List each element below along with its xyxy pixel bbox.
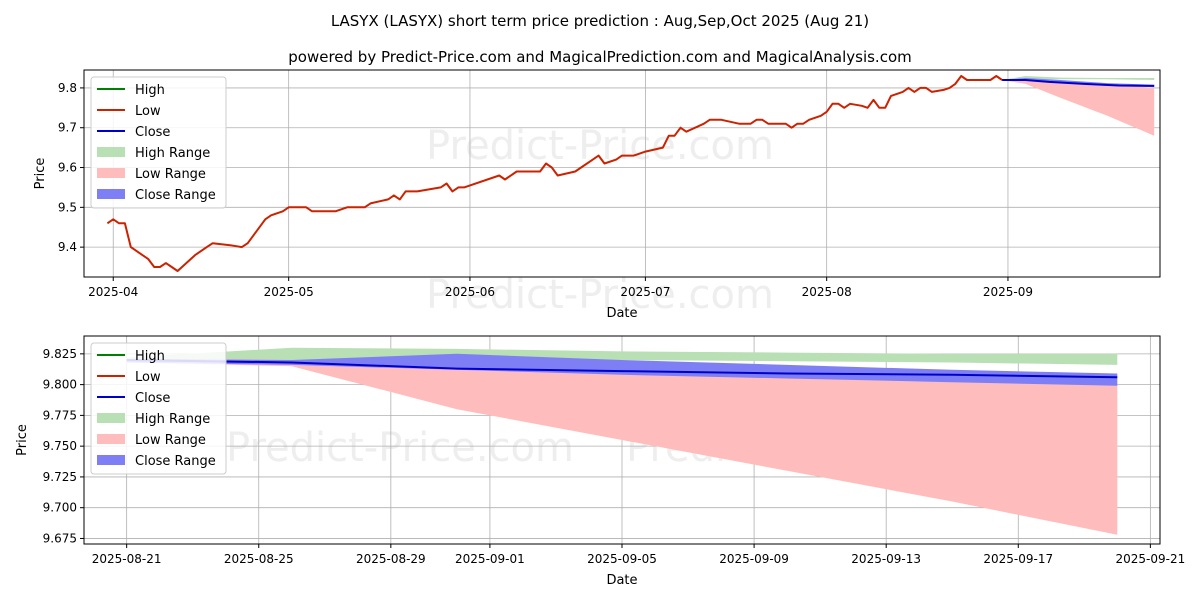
series-layer [106,75,1155,272]
legend-label-low: Low [135,104,161,119]
series-band-high-range [126,347,1118,365]
grid-lines [84,70,1160,277]
legend-label-low-range: Low Range [135,433,206,448]
watermark-text: Predict-Price.com [426,123,774,169]
x-tick-label: 2025-08-21 [92,552,162,566]
legend-label-close: Close [135,125,170,140]
legend-label-low-range: Low Range [135,167,206,182]
x-tick-label: 2025-09-21 [1115,552,1185,566]
x-tick-label: 2025-09-05 [587,552,657,566]
watermark-text: Predict-Price.com [226,425,574,471]
x-tick-label: 2025-09-17 [983,552,1053,566]
y-axis-label: Price [33,158,48,190]
legend-swatch-high-range [97,147,125,157]
series-line-low [106,75,1003,272]
chart-panel-top: Predict-Price.comPredict-Price.com2025-0… [33,69,1161,321]
x-tick-label: 2025-06 [445,285,495,299]
series-layer [126,347,1118,535]
x-tick-label: 2025-09-01 [455,552,525,566]
legend-label-close: Close [135,391,170,406]
legend-swatch-high-range [97,413,125,423]
y-tick-label: 9.675 [43,531,77,545]
legend-label-high: High [135,349,165,364]
legend-label-close-range: Close Range [135,454,216,469]
legend-label-low: Low [135,370,161,385]
plot-frame [83,69,1161,278]
x-tick-label: 2025-08-25 [224,552,294,566]
series-band-close-range [126,353,1118,386]
plot-area [84,70,1160,277]
series-line-close [1002,79,1155,87]
chart-legend: High Low Close High Range Low Range Close Ran… [90,76,227,209]
x-tick-label: 2025-09-13 [851,552,921,566]
legend-label-high-range: High Range [135,412,210,427]
legend-swatch-close-range [97,189,125,199]
x-tick-label: 2025-05 [264,285,314,299]
legend-label-close-range: Close Range [135,188,216,203]
chart-subtitle: powered by Predict-Price.com and Magical… [288,48,912,66]
series-band-low-range [126,357,1118,535]
x-tick-label: 2025-08-29 [356,552,426,566]
x-tick-label: 2025-08 [802,285,852,299]
x-tick-label: 2025-04 [88,285,138,299]
x-tick-label: 2025-09 [983,285,1033,299]
series-band-low-range [1002,80,1155,136]
y-tick-label: 9.700 [43,501,77,515]
y-tick-label: 9.725 [43,470,77,484]
legend-label-high: High [135,83,165,98]
y-axis-label: Price [15,424,30,456]
y-tick-label: 9.750 [43,439,77,453]
watermark-text: Predict-Price.com [426,272,774,318]
y-tick-label: 9.7 [58,121,77,135]
x-axis-label: Date [606,573,637,588]
series-line-close [126,359,1118,379]
x-tick-label: 2025-07 [620,285,670,299]
chart-legend: High Low Close High Range Low Range Close Ran… [90,342,227,475]
legend-swatch-low-range [97,434,125,444]
legend-swatch-low-range [97,168,125,178]
y-tick-label: 9.8 [58,81,77,95]
y-tick-label: 9.5 [58,200,77,214]
legend-swatch-close-range [97,455,125,465]
x-axis-label: Date [606,306,637,321]
chart-title: LASYX (LASYX) short term price predictio… [331,12,869,30]
legend-label-high-range: High Range [135,146,210,161]
y-tick-label: 9.775 [43,408,77,422]
x-tick-label: 2025-09-09 [719,552,789,566]
y-tick-label: 9.4 [58,240,77,254]
chart-panel-bottom: Predict-Price.comPredict-Price.com2025-0… [15,335,1185,588]
y-tick-label: 9.825 [43,347,77,361]
y-tick-label: 9.800 [43,378,77,392]
y-tick-label: 9.6 [58,161,77,175]
